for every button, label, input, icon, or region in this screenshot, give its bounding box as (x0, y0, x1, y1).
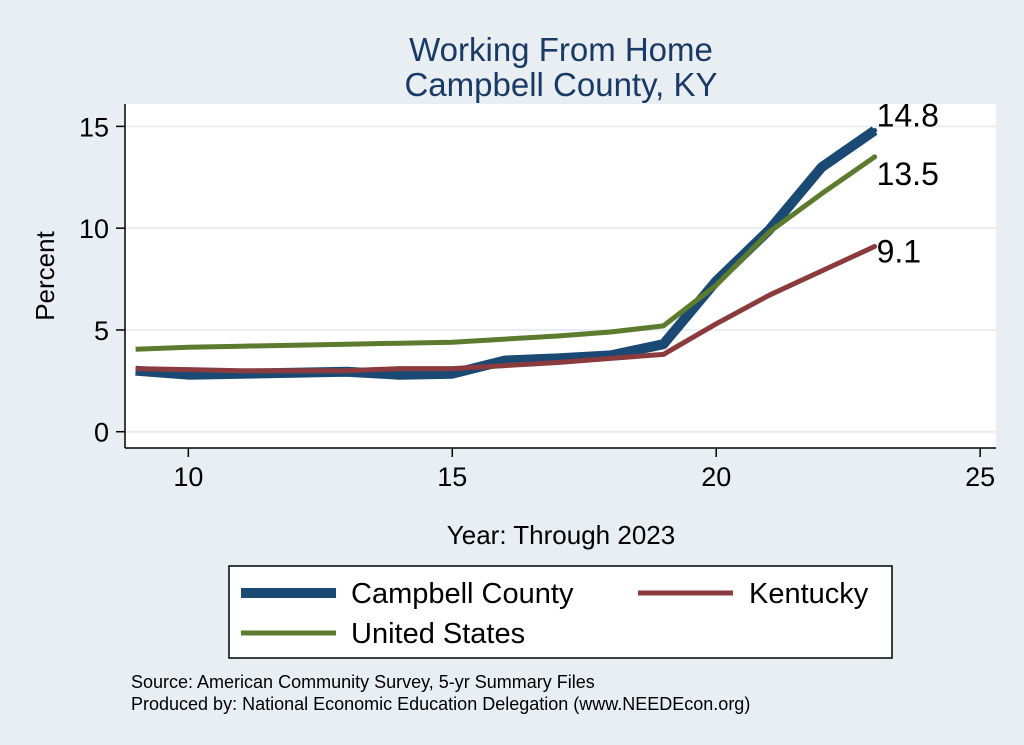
legend-label-campbell-county: Campbell County (351, 578, 574, 610)
series-endpoint-united-states (872, 154, 878, 160)
y-tick-label-15: 15 (79, 112, 109, 142)
legend-label-kentucky: Kentucky (749, 578, 869, 610)
grid-lines (125, 125, 996, 433)
axes: 0 5 10 15 10 15 20 25 (79, 104, 996, 492)
series-endpoint-kentucky (872, 243, 878, 249)
chart-title-line-2: Campbell County, KY (404, 66, 717, 103)
x-tick-label-25: 25 (965, 462, 995, 492)
end-label-kentucky: 9.1 (877, 233, 921, 269)
x-tick-label-15: 15 (437, 462, 467, 492)
y-tick-label-0: 0 (94, 418, 109, 448)
y-tick-label-5: 5 (94, 316, 109, 346)
series-line-united-states (135, 154, 877, 352)
x-tick-label-10: 10 (173, 462, 203, 492)
plot-area (125, 104, 996, 448)
producer-note: Produced by: National Economic Education… (131, 694, 750, 714)
x-axis-title: Year: Through 2023 (447, 520, 675, 550)
end-labels: 14.8 9.1 13.5 (877, 97, 939, 269)
legend-box (228, 565, 893, 659)
series-lines (135, 126, 878, 380)
legend-label-united-states: United States (351, 618, 525, 650)
x-tick-label-20: 20 (701, 462, 731, 492)
source-note: Source: American Community Survey, 5-yr … (131, 672, 595, 692)
series-endpoint-campbell-county (872, 127, 878, 133)
legend: Campbell County Kentucky United States (228, 565, 893, 659)
end-label-campbell-county: 14.8 (877, 97, 939, 133)
series-line-kentucky (135, 244, 876, 374)
y-tick-label-10: 10 (79, 214, 109, 244)
y-axis-title: Percent (30, 230, 60, 320)
end-label-united-states: 13.5 (877, 156, 939, 192)
chart-title-line-1: Working From Home (409, 31, 713, 68)
